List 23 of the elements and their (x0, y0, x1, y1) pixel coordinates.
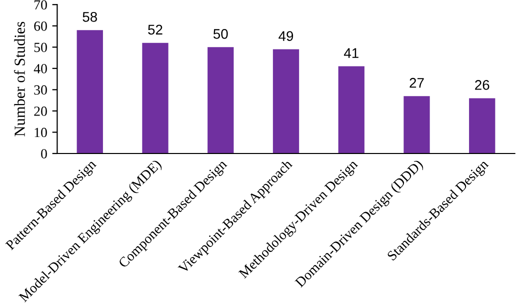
bar (76, 30, 103, 154)
y-tick-label: 0 (41, 149, 47, 158)
data-label: 58 (82, 12, 98, 22)
y-tick-label: 60 (34, 21, 47, 31)
y-tick-label: 40 (34, 64, 47, 74)
bar (142, 42, 168, 154)
bar (272, 49, 300, 154)
data-label: 26 (475, 80, 490, 90)
data-label: 50 (213, 29, 228, 39)
data-label: 49 (278, 31, 294, 41)
bar (469, 98, 496, 154)
data-label: 52 (148, 24, 162, 35)
y-tick-label: 10 (34, 128, 47, 138)
y-tick-label: 30 (34, 85, 47, 95)
y-tick-label: 70 (34, 0, 47, 10)
y-tick-label: 50 (34, 42, 47, 52)
bar (338, 66, 364, 154)
bar (208, 47, 234, 154)
data-label: 41 (344, 48, 358, 58)
y-axis-title: Number of Studies (14, 22, 25, 136)
y-tick-label: 20 (34, 106, 47, 116)
data-label: 27 (410, 78, 424, 88)
bar (404, 96, 430, 154)
